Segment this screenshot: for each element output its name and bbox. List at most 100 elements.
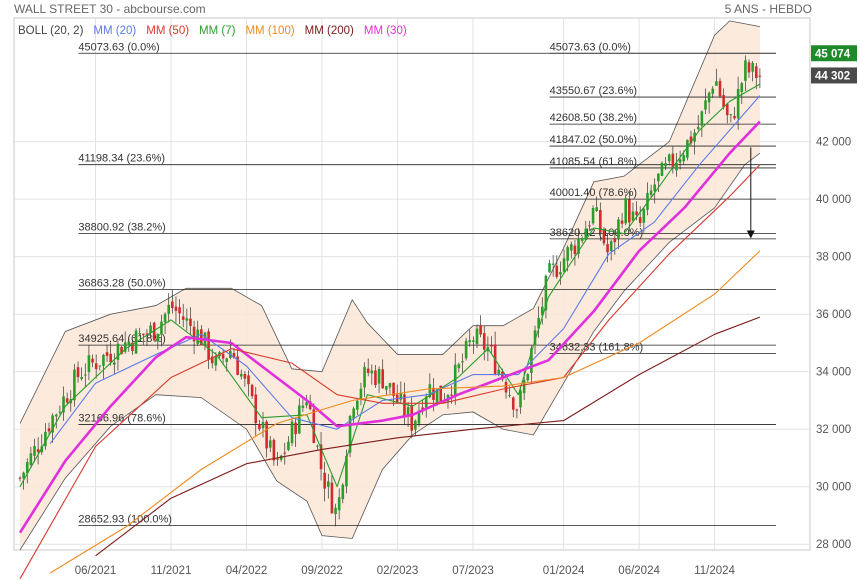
candle-body (700, 111, 704, 126)
candle-body (468, 340, 472, 343)
candle-body (171, 301, 174, 309)
fib-label-right: 40001.40 (78.6%) (550, 187, 637, 199)
candle-body (497, 369, 501, 375)
fib-label-left: 41198.34 (23.6%) (78, 153, 165, 165)
candle-body (744, 60, 747, 81)
indicator-legend: BOLL (20, 2) MM (20) MM (50) MM (7) MM (100)… (18, 25, 417, 37)
candle-body (667, 154, 671, 162)
candle-body (555, 265, 559, 277)
candle-body (715, 81, 718, 86)
candle-body (181, 316, 185, 320)
candle-body (577, 238, 580, 254)
y-tick-label: 40 000 (816, 194, 851, 206)
candle-body (330, 482, 334, 514)
legend-item: MM (7) (199, 25, 236, 37)
candle-body (127, 341, 131, 346)
candle-body (472, 340, 475, 342)
price-tag-bg (811, 67, 857, 84)
fib-label-left: 32166.96 (78.6%) (78, 412, 165, 424)
fib-label-right: 45073.63 (0.0%) (550, 41, 631, 53)
candle-body (733, 115, 736, 119)
candle-body (51, 415, 54, 433)
candle-body (189, 318, 192, 326)
candle-body (83, 374, 87, 376)
candle-body (566, 247, 569, 261)
candle-body (533, 330, 537, 346)
candle-body (326, 481, 330, 487)
candle-body (290, 421, 294, 443)
candle-body (268, 440, 272, 448)
x-tick-label: 04/2022 (226, 565, 268, 577)
fib-label-left: 28652.93 (100.0%) (78, 513, 172, 525)
candle-body (457, 364, 461, 369)
candle-body (160, 321, 163, 335)
period-label: 5 ANS - HEBDO (724, 2, 812, 16)
candle-body (660, 162, 664, 176)
candle-body (345, 455, 348, 487)
fib-label-left: 38800.92 (38.2%) (78, 222, 165, 234)
candle-body (36, 449, 40, 452)
candle-body (675, 162, 678, 171)
candle-body (294, 422, 297, 435)
candle-body (453, 364, 457, 397)
candle-body (464, 340, 468, 359)
fib-label-left: 34925.64 (61.8%) (78, 333, 165, 345)
arrow-head (746, 230, 755, 239)
candle-body (388, 383, 392, 388)
candle-body (718, 80, 722, 97)
fib-label-right: 41847.02 (50.0%) (550, 134, 637, 146)
candle-body (686, 139, 689, 158)
candle-body (250, 384, 254, 397)
candle-body (642, 209, 646, 223)
series-mm-30- (18, 120, 761, 534)
candle-body (25, 461, 29, 474)
candle-body (501, 371, 504, 380)
candle-body (258, 424, 261, 430)
x-tick-label: 11/2021 (151, 565, 192, 577)
candle-body (606, 244, 609, 253)
x-tick-label: 01/2024 (543, 565, 585, 577)
candle-body (374, 370, 377, 385)
x-tick-label: 09/2022 (301, 565, 343, 577)
candle-body (65, 398, 69, 403)
candle-body (221, 353, 225, 359)
candle-body (381, 369, 384, 389)
x-tick-label: 06/2024 (618, 565, 660, 577)
candle-body (526, 374, 530, 381)
candle-body (152, 322, 156, 341)
candle-body (595, 207, 598, 212)
candle-body (410, 404, 414, 431)
series-mm-50- (19, 164, 761, 580)
series-mm-100- (49, 250, 761, 574)
candle-body (482, 333, 486, 350)
candle-body (243, 374, 247, 379)
candle-body (301, 405, 305, 408)
candle-body (305, 402, 308, 406)
candle-body (47, 428, 51, 432)
candle-body (722, 95, 725, 108)
candle-body (678, 159, 682, 163)
candle-body (178, 307, 181, 314)
x-tick-label: 02/2023 (377, 565, 419, 577)
candle-body (729, 114, 733, 116)
candle-body (279, 455, 283, 460)
candle-body (562, 258, 566, 272)
candle-body (747, 62, 751, 73)
candle-body (116, 343, 120, 360)
candle-body (751, 62, 754, 72)
candle-body (403, 394, 406, 417)
candle-body (308, 401, 312, 410)
candle-body (87, 355, 91, 372)
candle-body (628, 199, 631, 223)
candle-body (167, 304, 171, 314)
legend-item: MM (200) (304, 25, 354, 37)
y-tick-label: 36 000 (816, 309, 851, 321)
candle-body (91, 358, 94, 363)
candle-body (341, 484, 345, 500)
candle-body (149, 325, 152, 334)
candle-body (638, 217, 642, 224)
candle-body (504, 381, 508, 393)
candle-body (479, 325, 482, 335)
candle-body (414, 420, 417, 430)
candle-body (334, 507, 337, 515)
